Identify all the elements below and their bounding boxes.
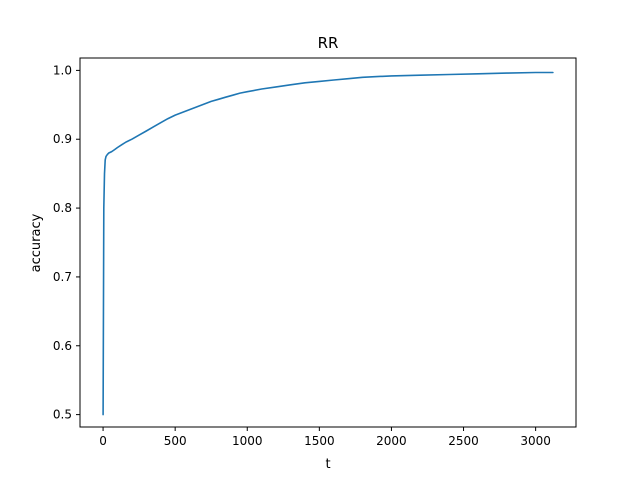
- series-line: [102, 71, 554, 416]
- y-tick-label: 0.9: [53, 132, 72, 146]
- y-tick-label: 1.0: [53, 63, 72, 77]
- x-tick-label: 3000: [520, 434, 551, 448]
- y-axis-label: accuracy: [29, 213, 44, 272]
- x-axis: 0 500 1000 1500 2000 2500 3000: [99, 427, 551, 448]
- x-axis-label: t: [325, 457, 330, 472]
- y-tick-label: 0.5: [53, 408, 72, 422]
- chart-title: RR: [318, 34, 339, 52]
- x-tick-label: 2500: [448, 434, 479, 448]
- y-tick-label: 0.7: [53, 270, 72, 284]
- x-tick-label: 2000: [376, 434, 407, 448]
- x-tick-label: 1500: [304, 434, 335, 448]
- y-tick-label: 0.6: [53, 339, 72, 353]
- plot-area: [102, 71, 554, 416]
- plot-frame: [79, 57, 577, 428]
- x-tick-label: 0: [99, 434, 107, 448]
- x-tick-label: 500: [164, 434, 187, 448]
- y-tick-label: 0.8: [53, 201, 72, 215]
- y-axis: 0.5 0.6 0.7 0.8 0.9 1.0: [53, 63, 80, 422]
- x-tick-label: 1000: [232, 434, 263, 448]
